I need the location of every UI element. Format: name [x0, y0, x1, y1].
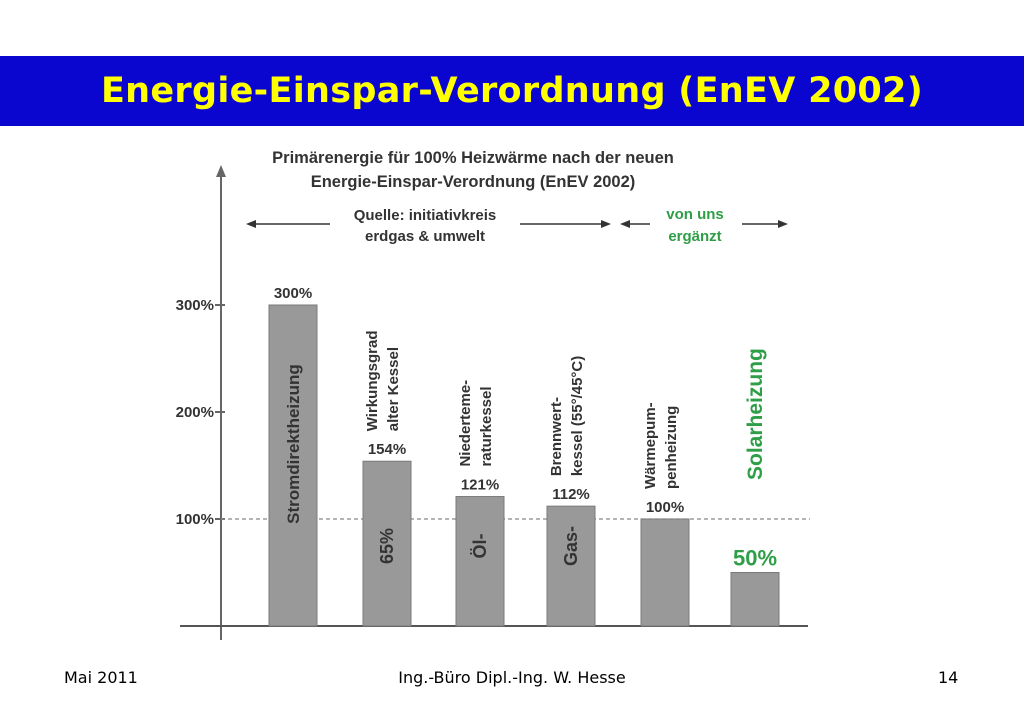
slide-title: Energie-Einspar-Verordnung (EnEV 2002)	[100, 71, 924, 111]
y-axis-arrow	[216, 165, 226, 177]
bar-inner-label: Öl-	[470, 533, 490, 558]
bar-category-label: raturkessel	[478, 386, 495, 466]
bar	[640, 518, 690, 627]
added-note-bg	[650, 203, 742, 247]
bar	[362, 460, 412, 627]
bar-inner-label: Gas-	[561, 526, 581, 566]
bar-category-label: Wärmepum-	[642, 402, 659, 489]
footer-author: Ing.-Büro Dipl.-Ing. W. Hesse	[398, 668, 626, 687]
source-note-line-2: erdgas & umwelt	[365, 228, 485, 245]
footer-page-number: 14	[938, 668, 959, 687]
bar-inner-label: Stromdirektheizung	[284, 364, 303, 524]
title-bar: Energie-Einspar-Verordnung (EnEV 2002)	[0, 56, 1024, 126]
chart-title-line-2: Energie-Einspar-Verordnung (EnEV 2002)	[311, 173, 636, 191]
bar-value-label: 50%	[733, 546, 777, 571]
added-note-line-1: von uns	[666, 206, 724, 223]
chart-title-line-1: Primärenergie für 100% Heizwärme nach de…	[272, 149, 674, 167]
bar-category-label: Wirkungsgrad	[364, 331, 381, 432]
footer-date: Mai 2011	[64, 668, 138, 687]
bar-category-label: Brennwert-	[548, 397, 565, 476]
bar-inner-label: 65%	[377, 528, 397, 564]
source-range-arrow-left	[246, 220, 256, 228]
bar	[730, 572, 780, 627]
added-range-arrow-left	[620, 220, 630, 228]
bar-category-label: Solarheizung	[744, 348, 767, 480]
bar-value-label: 300%	[274, 285, 312, 302]
bar-value-label: 112%	[552, 486, 590, 503]
source-range-arrow-right	[601, 220, 611, 228]
y-tick-label: 300%	[176, 297, 214, 314]
bar	[268, 304, 318, 627]
bar-category-label: alter Kessel	[385, 347, 402, 431]
bar	[546, 505, 596, 627]
bar-value-label: 121%	[461, 477, 499, 494]
y-tick-label: 200%	[176, 404, 214, 421]
bar-category-label: penheizung	[663, 406, 680, 489]
bar-value-label: 154%	[368, 441, 406, 458]
bar	[455, 496, 505, 627]
added-range-arrow-right	[778, 220, 788, 228]
source-note-bg	[330, 203, 520, 247]
bar-category-label: kessel (55°/45°C)	[569, 356, 586, 476]
source-note-line-1: Quelle: initiativkreis	[354, 207, 497, 224]
bar-value-label: 100%	[646, 499, 684, 516]
bar-category-label: Niederteme-	[457, 380, 474, 467]
y-tick-label: 100%	[176, 511, 214, 528]
added-note-line-2: ergänzt	[668, 228, 721, 245]
